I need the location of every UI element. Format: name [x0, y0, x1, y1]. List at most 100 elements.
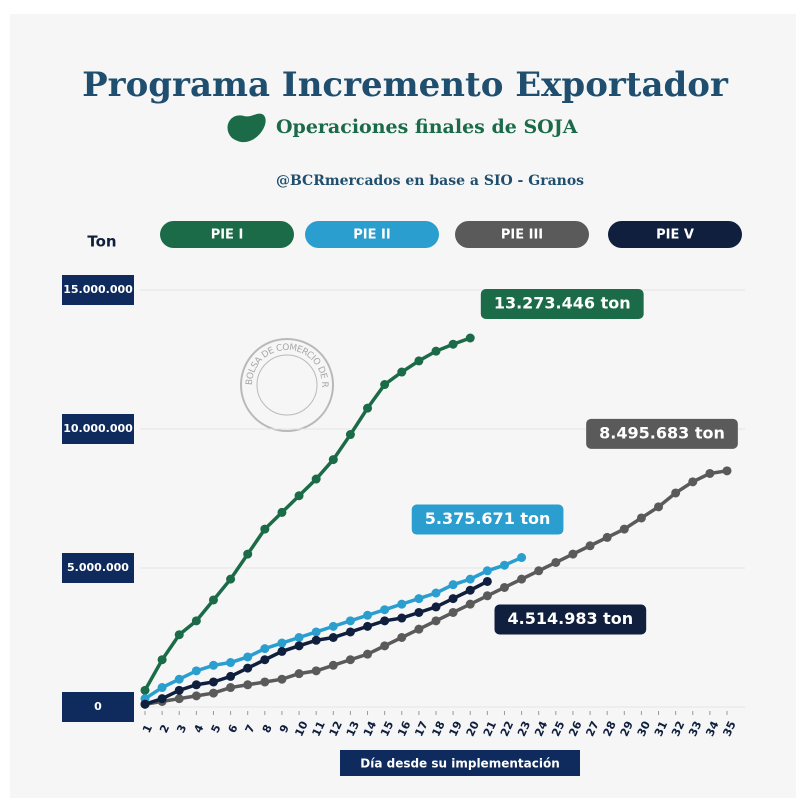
data-point [380, 616, 390, 626]
x-tick-label: 15 [378, 719, 396, 738]
data-point [226, 671, 236, 681]
legend-pill [160, 221, 294, 248]
data-point [465, 585, 475, 595]
x-tick-label: 31 [652, 719, 670, 738]
x-tick-label: 13 [344, 719, 362, 738]
x-tick-label: 19 [447, 719, 465, 738]
data-point [157, 683, 167, 693]
x-tick-label: 12 [327, 719, 345, 738]
y-axis-label: Ton [87, 233, 116, 251]
data-point [277, 674, 287, 684]
legend-label: PIE III [501, 228, 543, 243]
legend-pill [305, 221, 439, 248]
data-point [191, 680, 201, 690]
data-point [328, 621, 338, 631]
data-point [294, 633, 304, 642]
data-point [243, 652, 253, 662]
data-point [636, 513, 646, 523]
end-label: 13.273.446 ton [494, 293, 631, 312]
chart-title: Programa Incremento Exportador [82, 65, 729, 105]
data-point [431, 346, 441, 356]
data-point [191, 616, 201, 626]
data-point [345, 655, 355, 665]
data-point [311, 666, 321, 676]
data-point [294, 641, 304, 651]
data-point [243, 549, 253, 559]
x-tick-label: 21 [481, 719, 499, 738]
series [140, 466, 732, 709]
data-point [363, 610, 373, 620]
data-point [226, 658, 236, 668]
data-point [174, 674, 184, 684]
data-point [448, 580, 458, 590]
x-tick-label: 26 [566, 719, 584, 739]
data-point [260, 524, 270, 534]
data-point [517, 574, 527, 584]
data-point [431, 602, 441, 612]
data-point [174, 685, 184, 695]
x-tick-label: 17 [412, 719, 430, 738]
x-tick-label: 35 [720, 719, 738, 738]
data-point [397, 599, 407, 609]
x-tick-label: 20 [464, 719, 482, 739]
seal-ring [240, 338, 334, 432]
data-point [328, 633, 338, 642]
data-point [260, 644, 270, 654]
legend-label: PIE V [656, 228, 694, 243]
data-point [534, 566, 544, 576]
legend-label: PIE II [353, 228, 390, 243]
data-point [311, 635, 321, 645]
data-point [602, 532, 612, 542]
data-point [174, 694, 184, 704]
data-point [363, 403, 373, 413]
data-point [431, 616, 441, 626]
legend-pill [455, 221, 589, 248]
data-point [465, 574, 475, 584]
data-point [380, 380, 390, 390]
bean-icon [227, 113, 266, 143]
end-label-box [480, 288, 644, 319]
data-point [191, 666, 201, 676]
end-label-box [586, 418, 738, 449]
data-point [345, 627, 355, 637]
x-tick-label: 18 [429, 719, 447, 738]
data-point [294, 669, 304, 679]
y-tick-box [62, 553, 134, 583]
data-point [243, 663, 253, 673]
data-point [448, 607, 458, 617]
data-point [499, 582, 509, 592]
x-tick-label: 14 [361, 719, 379, 739]
data-point [465, 599, 475, 609]
data-point [226, 574, 236, 584]
data-point [174, 630, 184, 640]
x-tick-label: 24 [532, 719, 550, 739]
data-point [260, 655, 270, 665]
data-point [277, 646, 287, 656]
data-point [140, 685, 150, 695]
data-point [311, 627, 321, 637]
x-tick-label: 29 [618, 719, 636, 738]
data-point [431, 588, 441, 598]
background [10, 14, 796, 798]
data-point [363, 621, 373, 631]
data-point [140, 699, 150, 709]
data-point [226, 683, 236, 693]
y-tick-label: 5.000.000 [67, 561, 129, 574]
data-point [208, 688, 218, 698]
data-point [568, 549, 578, 559]
data-point [414, 607, 424, 617]
x-tick-label: 28 [601, 719, 619, 738]
legend-label: PIE I [211, 228, 244, 243]
data-point [414, 624, 424, 634]
x-axis-label-box [340, 750, 580, 776]
y-tick-box [62, 692, 134, 722]
x-tick-label: 16 [395, 719, 413, 739]
data-point [277, 507, 287, 517]
data-point [482, 566, 492, 576]
data-point [414, 356, 424, 366]
data-point [208, 660, 218, 670]
y-tick-box [62, 275, 134, 305]
data-point [363, 649, 373, 659]
data-point [654, 502, 664, 512]
x-tick-label: 34 [703, 719, 721, 739]
